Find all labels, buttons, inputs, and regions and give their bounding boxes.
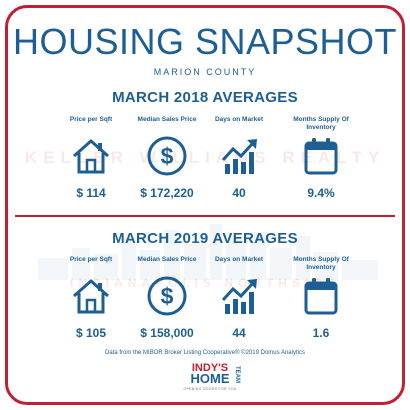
stat-price-per-sqft: Price per Sqft $ 105 — [46, 256, 136, 340]
stat-value: 1.6 — [312, 326, 330, 340]
stat-value: $ 158,000 — [140, 326, 194, 340]
trend-up-icon — [221, 279, 257, 314]
logo-tagline: OPENING DOORS FOR YOU — [183, 387, 237, 391]
page-title: HOUSING SNAPSHOT — [12, 21, 398, 62]
svg-text:$: $ — [161, 283, 174, 309]
logo-side-text: TEAM — [234, 366, 240, 383]
calendar-icon — [304, 138, 338, 175]
logo-line-1: INDY'S — [191, 362, 229, 374]
stat-label: Price per Sqft — [69, 256, 113, 263]
stat-label: Price per Sqft — [69, 116, 113, 123]
logo-line-2: HOME — [190, 371, 230, 386]
stat-label: Days on Market — [214, 256, 264, 263]
house-icon — [73, 279, 109, 314]
dollar-icon: $ — [147, 276, 187, 316]
trend-up-icon — [221, 139, 257, 174]
stat-median-price: Median Sales Price $ $ 172,220 — [122, 116, 212, 200]
section-divider — [15, 215, 395, 217]
stat-value: $ 105 — [75, 326, 107, 340]
section-title-2018: MARCH 2018 AVERAGES — [112, 89, 298, 106]
county-subtitle: MARION COUNTY — [153, 67, 257, 77]
watermark-brokerage: KELLER WILLIAMS REALTY — [24, 148, 386, 167]
data-source-note: Data from the MIBOR Broker Listing Coope… — [105, 350, 305, 356]
watermark-office: INDIANAPOLIS NORTHSIDE — [69, 276, 340, 290]
stat-value: $ 114 — [76, 186, 106, 200]
stat-months-supply: Months Supply Of Inventory 1.6 — [276, 256, 366, 340]
stat-months-supply: Months Supply Of Inventory 9.4% — [276, 116, 366, 200]
team-logo[interactable]: INDY'S HOME TEAM OPENING DOORS FOR YOU — [180, 363, 240, 401]
stat-price-per-sqft: Price per Sqft $ 114 — [46, 116, 136, 200]
stat-value: 40 — [232, 186, 246, 200]
stat-days-on-market: Days on Market 40 — [194, 116, 284, 200]
stats-row-2018: Price per Sqft $ 114 Median Sales Price … — [8, 116, 402, 216]
dollar-icon: $ — [147, 136, 187, 176]
stat-label: Days on Market — [214, 116, 264, 123]
calendar-icon — [304, 278, 338, 315]
stat-label: Median Sales Price — [137, 256, 197, 263]
stat-label: Median Sales Price — [137, 116, 197, 123]
stat-days-on-market: Days on Market 44 — [194, 256, 284, 340]
snapshot-card: HOUSING SNAPSHOT MARION COUNTY KELLER WI… — [5, 5, 405, 405]
house-icon — [73, 139, 109, 174]
stats-row-2019: Price per Sqft $ 105 Median Sales Price … — [8, 256, 402, 356]
stat-label: Months Supply Of Inventory — [293, 116, 349, 131]
stat-value: $ 172,220 — [140, 186, 194, 200]
stat-label: Months Supply Of Inventory — [293, 256, 349, 271]
stat-value: 44 — [232, 326, 246, 340]
section-title-2019: MARCH 2019 AVERAGES — [112, 230, 298, 247]
stat-value: 9.4% — [307, 186, 335, 200]
skyline-watermark — [38, 224, 378, 280]
svg-text:$: $ — [161, 143, 174, 169]
stat-median-price: Median Sales Price $ $ 158,000 — [122, 256, 212, 340]
